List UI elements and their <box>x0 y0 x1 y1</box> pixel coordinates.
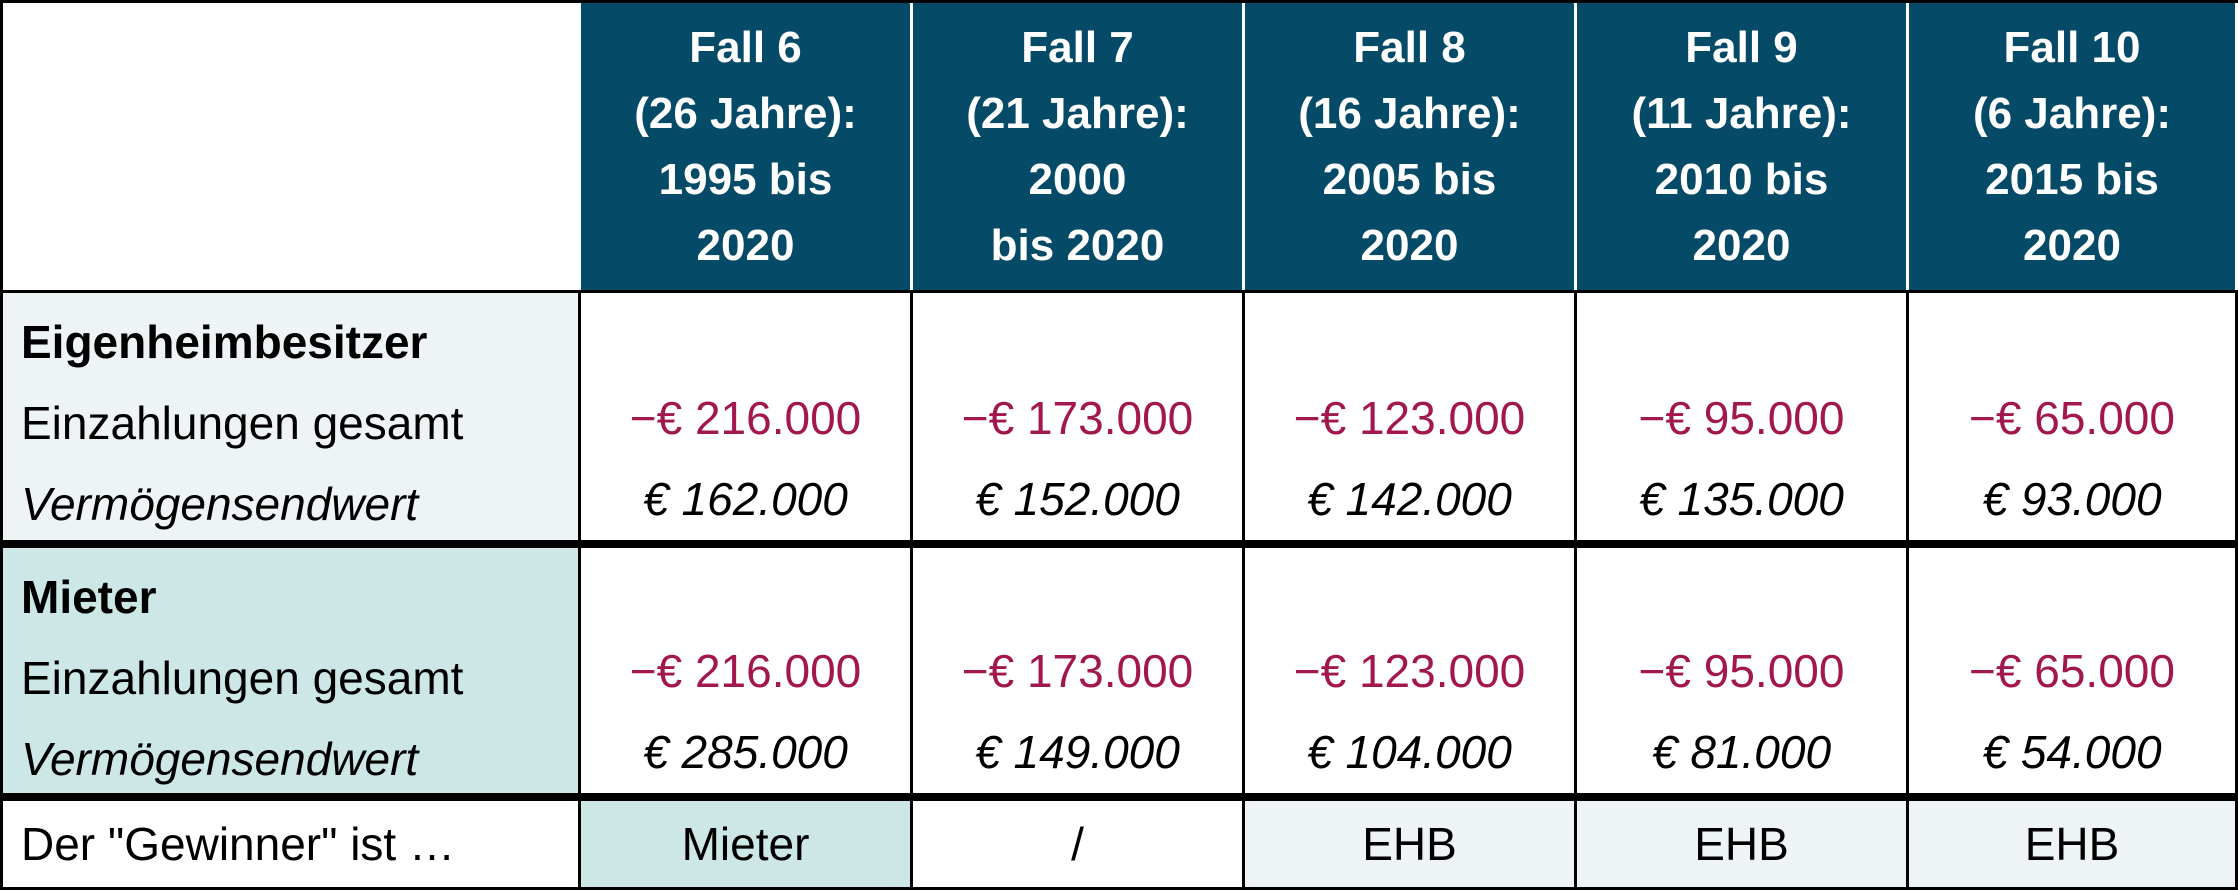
value: € 93.000 <box>1982 473 2162 525</box>
value: € 104.000 <box>1307 726 1512 778</box>
winner-value: EHB <box>1362 818 1457 870</box>
header-line: 2010 bis <box>1654 154 1829 204</box>
value: € 81.000 <box>1651 726 1832 778</box>
header-line: 2000 <box>1028 154 1127 204</box>
value-cell: −€ 216.000 € 285.000 <box>581 548 910 793</box>
header-line: 2020 <box>2023 220 2121 270</box>
spacer <box>1245 302 1574 378</box>
spacer <box>1577 557 1906 631</box>
winner-value: Mieter <box>681 818 810 870</box>
spacer <box>1909 557 2235 631</box>
spacer <box>1577 302 1906 378</box>
header-line: (26 Jahre): <box>634 88 857 138</box>
winner-value: EHB <box>1694 818 1789 870</box>
header-line: Fall 8 <box>1353 22 1466 72</box>
header-line: 2020 <box>696 220 795 270</box>
spacer <box>581 557 910 631</box>
spacer <box>913 557 1242 631</box>
value: −€ 123.000 <box>1293 645 1526 697</box>
value: −€ 173.000 <box>961 392 1194 444</box>
value: € 162.000 <box>643 473 848 525</box>
header-line: Fall 7 <box>1021 22 1134 72</box>
value: € 54.000 <box>1982 726 2162 778</box>
section-label-cell: Eigenheimbesitzer Einzahlungen gesamt Verm… <box>3 293 578 540</box>
header-line: (16 Jahre): <box>1298 88 1521 138</box>
header-line: 1995 bis <box>658 154 833 204</box>
value-cell: −€ 95.000 € 81.000 <box>1577 548 1906 793</box>
value: € 135.000 <box>1639 473 1844 525</box>
header-line: (6 Jahre): <box>1972 88 2172 138</box>
header-line: Fall 10 <box>2003 22 2141 72</box>
row-label: Vermögensendwert <box>21 733 419 785</box>
value: −€ 65.000 <box>1969 645 2175 697</box>
section-title: Mieter <box>21 571 157 623</box>
winner-cell: EHB <box>1245 801 1574 887</box>
value: € 152.000 <box>975 473 1180 525</box>
row-label: Einzahlungen gesamt <box>21 397 464 449</box>
spacer <box>1909 302 2235 378</box>
value-cell: −€ 95.000 € 135.000 <box>1577 293 1906 540</box>
corner-cell <box>3 3 578 290</box>
value-cell: −€ 123.000 € 142.000 <box>1245 293 1574 540</box>
column-header: Fall 8 (16 Jahre): 2005 bis 2020 <box>1245 3 1574 290</box>
value: −€ 123.000 <box>1293 392 1526 444</box>
value-cell: −€ 123.000 € 104.000 <box>1245 548 1574 793</box>
value-cell: −€ 65.000 € 54.000 <box>1909 548 2235 793</box>
value-cell: −€ 65.000 € 93.000 <box>1909 293 2235 540</box>
value-cell: −€ 173.000 € 149.000 <box>913 548 1242 793</box>
spacer <box>581 302 910 378</box>
column-header: Fall 10 (6 Jahre): 2015 bis 2020 <box>1909 3 2235 290</box>
value: € 285.000 <box>643 726 848 778</box>
value: −€ 173.000 <box>961 645 1194 697</box>
value: −€ 95.000 <box>1638 645 1845 697</box>
value: −€ 216.000 <box>629 392 862 444</box>
section-label-cell: Mieter Einzahlungen gesamt Vermögensendwer… <box>3 548 578 793</box>
winner-cell: / <box>913 801 1242 887</box>
header-line: Fall 6 <box>689 22 802 72</box>
value-cell: −€ 173.000 € 152.000 <box>913 293 1242 540</box>
column-header: Fall 7 (21 Jahre): 2000 bis 2020 <box>913 3 1242 290</box>
winner-cell: Mieter <box>581 801 910 887</box>
column-header: Fall 9 (11 Jahre): 2010 bis 2020 <box>1577 3 1906 290</box>
header-line: (11 Jahre): <box>1631 88 1852 138</box>
value: € 142.000 <box>1307 473 1512 525</box>
header-line: 2015 bis <box>1985 154 2159 204</box>
row-label: Vermögensendwert <box>21 478 419 530</box>
header-line: (21 Jahre): <box>966 88 1189 138</box>
winner-value: EHB <box>2024 818 2120 870</box>
spacer <box>1245 557 1574 631</box>
section-title: Eigenheimbesitzer <box>21 316 428 368</box>
row-label: Einzahlungen gesamt <box>21 652 464 704</box>
header-line: 2020 <box>1692 220 1791 270</box>
winner-label-cell: Der "Gewinner" ist … <box>3 801 578 887</box>
spacer <box>913 302 1242 378</box>
winner-cell: EHB <box>1577 801 1906 887</box>
value: € 149.000 <box>975 726 1180 778</box>
value-cell: −€ 216.000 € 162.000 <box>581 293 910 540</box>
header-line: 2020 <box>1360 220 1459 270</box>
winner-cell: EHB <box>1909 801 2235 887</box>
winner-value: / <box>1071 818 1084 870</box>
value: −€ 65.000 <box>1969 392 2175 444</box>
value: −€ 95.000 <box>1638 392 1845 444</box>
header-line: 2005 bis <box>1322 154 1497 204</box>
value: −€ 216.000 <box>629 645 862 697</box>
header-line: bis 2020 <box>990 220 1165 270</box>
header-line: Fall 9 <box>1685 22 1798 72</box>
column-header: Fall 6 (26 Jahre): 1995 bis 2020 <box>581 3 910 290</box>
winner-label: Der "Gewinner" ist … <box>21 818 455 870</box>
